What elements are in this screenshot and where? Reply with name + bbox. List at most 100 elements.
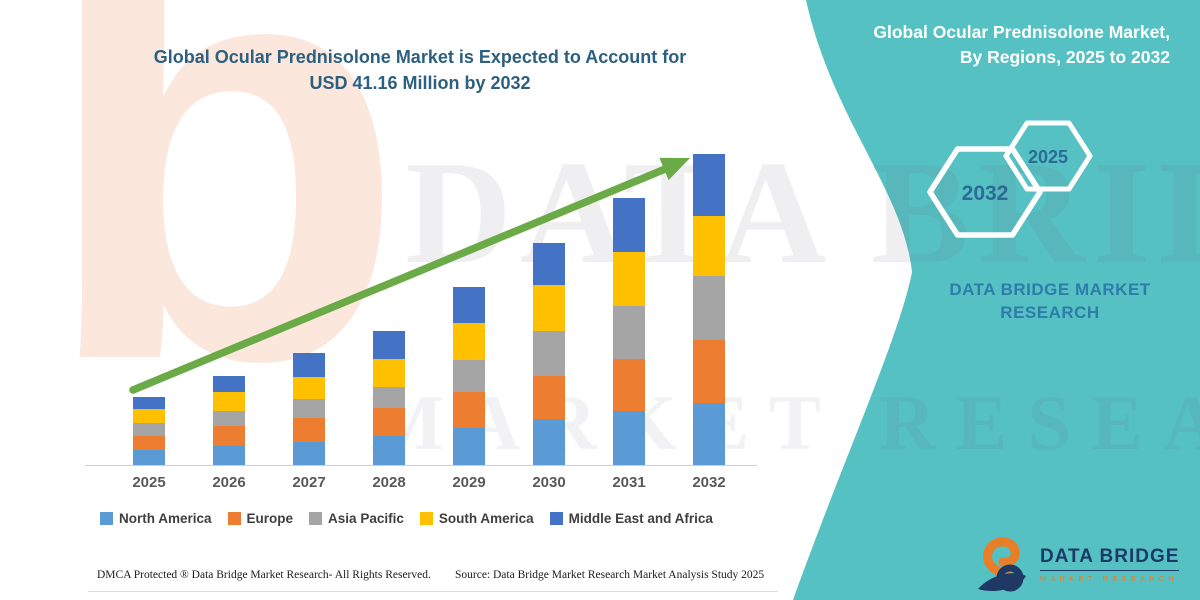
legend-label: Asia Pacific [328, 511, 404, 526]
bar-segment-asia-pacific [213, 410, 245, 427]
legend-label: Middle East and Africa [568, 511, 713, 526]
side-panel-title-line1: Global Ocular Prednisolone Market, [873, 22, 1170, 42]
footer-divider [88, 591, 778, 592]
legend-item-north-america: North America [100, 511, 212, 526]
bar-segment-asia-pacific [373, 387, 405, 408]
bar-column-2027 [269, 353, 349, 465]
bar-column-2032 [669, 154, 749, 465]
chart-title-line2: USD 41.16 Million by 2032 [309, 73, 531, 93]
bar-segment-europe [453, 391, 485, 428]
bar-column-2028 [349, 331, 429, 465]
bar-segment-south-america [693, 215, 725, 277]
stacked-bar-2028 [373, 331, 405, 465]
logo-brand-name: DATA BRIDGE [1040, 545, 1180, 567]
bar-segment-middle-east-and-africa [133, 396, 165, 409]
panel-brand-caption-line1: DATA BRIDGE MARKET [949, 280, 1151, 299]
hexagon-2025-label: 2025 [1028, 147, 1068, 167]
hexagon-2032-label: 2032 [962, 182, 1009, 205]
x-axis-label-2029: 2029 [452, 474, 486, 491]
bar-segment-middle-east-and-africa [693, 154, 725, 216]
bar-column-2031 [589, 198, 669, 465]
bar-segment-europe [373, 407, 405, 437]
panel-brand-caption: DATA BRIDGE MARKET RESEARCH [915, 278, 1185, 324]
legend-item-europe: Europe [227, 511, 293, 526]
bar-column-2030 [509, 242, 589, 465]
stacked-bar-2026 [213, 375, 245, 465]
bar-segment-north-america [373, 436, 405, 465]
stacked-bar-2030 [533, 242, 565, 465]
logo-navy-swoosh [978, 573, 1026, 592]
bar-segment-europe [693, 340, 725, 404]
x-axis-label-2032: 2032 [692, 474, 726, 491]
stacked-bar-2025 [133, 396, 165, 465]
bar-segment-north-america [453, 427, 485, 465]
bar-segment-middle-east-and-africa [293, 353, 325, 377]
legend-label: South America [438, 511, 534, 526]
bar-segment-north-america [533, 418, 565, 465]
bar-segment-south-america [453, 322, 485, 360]
stacked-bar-chart: 2025 2026 2027 2028 2029 2030 2031 2032 [85, 136, 757, 491]
stacked-bar-2029 [453, 286, 485, 465]
bar-segment-europe [613, 359, 645, 411]
bar-segment-middle-east-and-africa [613, 198, 645, 252]
side-panel-title-line2: By Regions, 2025 to 2032 [959, 47, 1170, 67]
stacked-bar-2032 [693, 154, 725, 465]
bar-column-2025 [109, 396, 189, 465]
stacked-bar-2031 [613, 198, 645, 465]
chart-title: Global Ocular Prednisolone Market is Exp… [100, 44, 740, 96]
bar-segment-asia-pacific [533, 330, 565, 376]
legend-swatch-icon [100, 512, 113, 525]
legend-swatch-icon [227, 512, 241, 525]
legend-label: North America [119, 511, 212, 526]
legend-item-south-america: South America [419, 511, 534, 526]
x-axis-label-2031: 2031 [612, 474, 646, 491]
bar-segment-south-america [293, 376, 325, 399]
chart-plot-area [85, 136, 757, 466]
dmca-notice: DMCA Protected ® Data Bridge Market Rese… [97, 569, 431, 581]
dbmr-logo: DATA BRIDGE MARKET RESEARCH [976, 533, 1180, 595]
bar-segment-south-america [613, 251, 645, 306]
legend-swatch-icon [419, 512, 433, 525]
bar-column-2029 [429, 286, 509, 465]
bar-segment-north-america [613, 410, 645, 465]
logo-sub-name: MARKET RESEARCH [1040, 573, 1178, 583]
bar-segment-south-america [373, 359, 405, 388]
logo-orange-hook [983, 537, 1020, 578]
bar-segment-south-america [213, 391, 245, 411]
bar-segment-asia-pacific [613, 305, 645, 360]
bar-segment-europe [533, 375, 565, 419]
bar-segment-south-america [133, 408, 165, 423]
x-axis-label-2025: 2025 [132, 474, 166, 491]
bar-segment-middle-east-and-africa [453, 286, 485, 323]
dbmr-logo-mark [978, 537, 1026, 592]
bar-column-2026 [189, 375, 269, 465]
bar-segment-europe [213, 426, 245, 447]
bar-segment-north-america [293, 442, 325, 465]
chart-title-line1: Global Ocular Prednisolone Market is Exp… [153, 47, 687, 67]
legend-item-asia-pacific: Asia Pacific [309, 511, 404, 526]
hexagon-2025 [1003, 120, 1093, 192]
stacked-bar-2027 [293, 353, 325, 465]
bar-segment-europe [293, 418, 325, 443]
hexagon-2032 [927, 146, 1043, 238]
legend-swatch-icon [549, 512, 563, 525]
source-note: Source: Data Bridge Market Research Mark… [455, 569, 765, 581]
bar-segment-asia-pacific [693, 276, 725, 341]
bar-segment-asia-pacific [293, 398, 325, 419]
x-axis-label-2026: 2026 [212, 474, 246, 491]
hexagon-year-badges: 2032 2025 [927, 120, 1093, 238]
x-axis-label-2027: 2027 [292, 474, 326, 491]
bar-segment-europe [133, 435, 165, 450]
bar-segment-north-america [133, 449, 165, 465]
bar-segment-asia-pacific [453, 359, 485, 392]
chart-legend: North America Europe Asia Pacific South Ame… [100, 511, 780, 526]
bar-segment-middle-east-and-africa [533, 242, 565, 286]
bar-segment-middle-east-and-africa [373, 331, 405, 360]
bar-segment-south-america [533, 285, 565, 331]
panel-brand-caption-line2: RESEARCH [1000, 303, 1100, 322]
legend-swatch-icon [309, 512, 323, 525]
dbmr-logo-text: DATA BRIDGE MARKET RESEARCH [1040, 545, 1180, 583]
x-axis-label-2030: 2030 [532, 474, 566, 491]
